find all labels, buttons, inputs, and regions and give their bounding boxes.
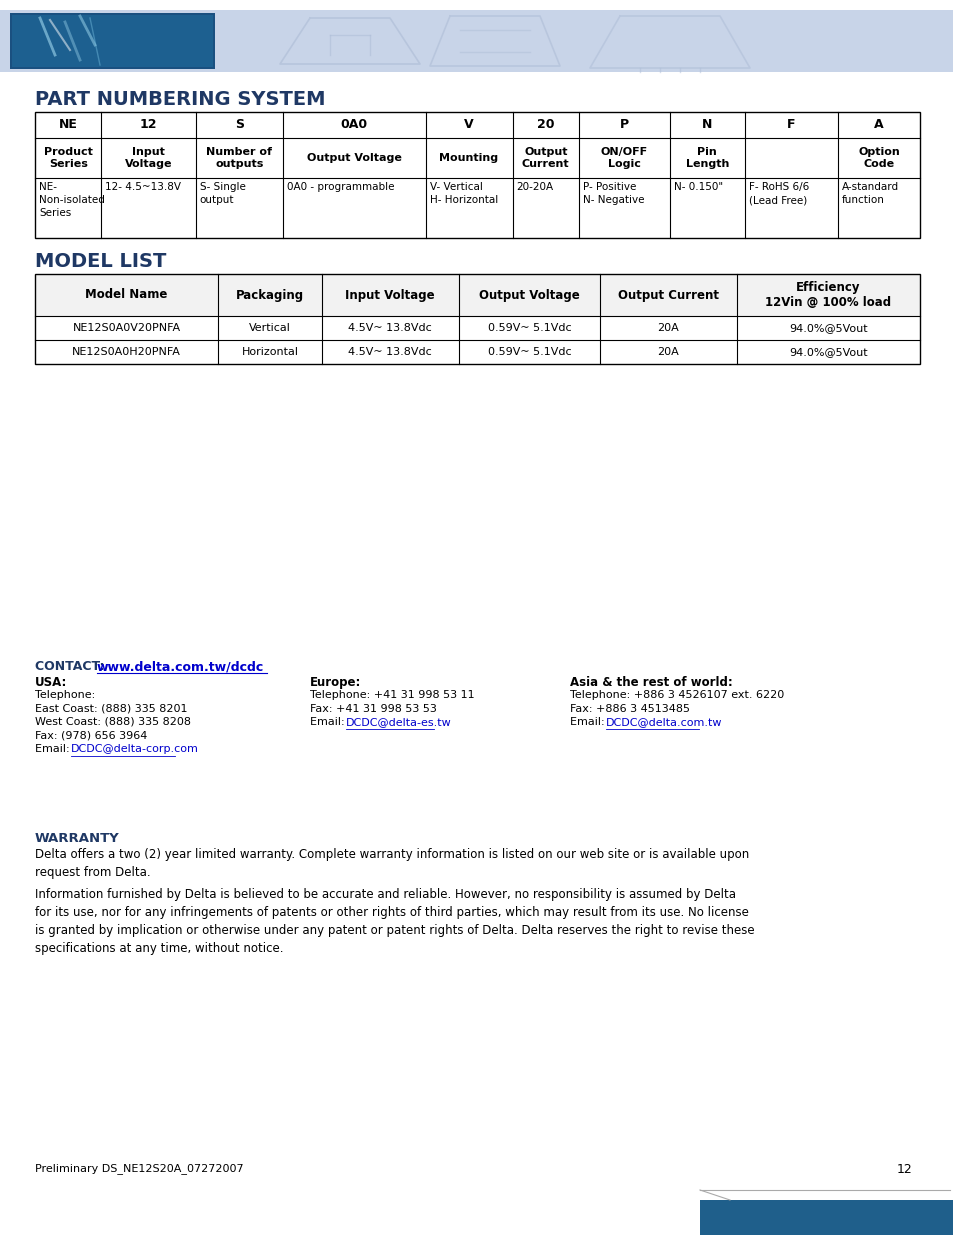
Text: West Coast: (888) 335 8208: West Coast: (888) 335 8208	[35, 718, 191, 727]
Text: Fax: (978) 656 3964: Fax: (978) 656 3964	[35, 730, 147, 741]
Text: Email:: Email:	[35, 743, 73, 755]
Text: Asia & the rest of world:: Asia & the rest of world:	[569, 676, 732, 689]
Text: 12: 12	[896, 1163, 912, 1176]
Text: Input
Voltage: Input Voltage	[125, 147, 172, 169]
Text: CONTACT:: CONTACT:	[35, 659, 109, 673]
Text: Pin
Length: Pin Length	[685, 147, 728, 169]
Text: 20A: 20A	[657, 324, 679, 333]
Text: Fax: +886 3 4513485: Fax: +886 3 4513485	[569, 704, 689, 714]
Bar	[12, 15, 213, 67]
Text: Information furnished by Delta is believed to be accurate and reliable. However,: Information furnished by Delta is believ…	[35, 888, 754, 955]
Text: NE: NE	[59, 119, 77, 131]
Text: 0A0: 0A0	[340, 119, 367, 131]
Text: Efficiency
12Vin @ 100% load: Efficiency 12Vin @ 100% load	[764, 280, 890, 310]
Bar	[35, 112, 919, 238]
Text: Model Name: Model Name	[86, 289, 168, 301]
Text: V: V	[464, 119, 474, 131]
Text: Output Current: Output Current	[618, 289, 719, 301]
Text: Telephone: +886 3 4526107 ext. 6220: Telephone: +886 3 4526107 ext. 6220	[569, 690, 783, 700]
Bar	[10, 14, 214, 69]
Text: 20A: 20A	[657, 347, 679, 357]
Text: DCDC@delta.com.tw: DCDC@delta.com.tw	[605, 718, 721, 727]
Text: S- Single
output: S- Single output	[199, 182, 246, 205]
Text: Product
Series: Product Series	[44, 147, 92, 169]
Text: 20: 20	[537, 119, 554, 131]
Text: P: P	[619, 119, 628, 131]
Text: A-standard
function: A-standard function	[841, 182, 898, 205]
Text: S: S	[234, 119, 244, 131]
Text: Telephone:: Telephone:	[35, 690, 95, 700]
Text: Input Voltage: Input Voltage	[345, 289, 435, 301]
Text: _____________________: _____________________	[97, 661, 228, 674]
Text: 0.59V~ 5.1Vdc: 0.59V~ 5.1Vdc	[487, 324, 571, 333]
Text: N- 0.150": N- 0.150"	[673, 182, 722, 191]
Text: Delta offers a two (2) year limited warranty. Complete warranty information is l: Delta offers a two (2) year limited warr…	[35, 848, 748, 879]
Bar	[0, 10, 953, 72]
Text: Europe:: Europe:	[310, 676, 361, 689]
Text: Packaging: Packaging	[235, 289, 304, 301]
Text: 4.5V~ 13.8Vdc: 4.5V~ 13.8Vdc	[348, 324, 432, 333]
Text: Email:: Email:	[569, 718, 607, 727]
Bar	[35, 274, 919, 364]
Text: USA:: USA:	[35, 676, 68, 689]
Text: Horizontal: Horizontal	[241, 347, 298, 357]
Text: 94.0%@5Vout: 94.0%@5Vout	[788, 324, 866, 333]
Bar	[35, 274, 919, 316]
Text: F- RoHS 6/6
(Lead Free): F- RoHS 6/6 (Lead Free)	[748, 182, 808, 205]
Text: East Coast: (888) 335 8201: East Coast: (888) 335 8201	[35, 704, 188, 714]
Text: ON/OFF
Logic: ON/OFF Logic	[600, 147, 647, 169]
Text: NE-
Non-isolated
Series: NE- Non-isolated Series	[39, 182, 105, 219]
Text: DCDC@delta-corp.com: DCDC@delta-corp.com	[71, 743, 198, 755]
Text: N: N	[701, 119, 712, 131]
Text: NE12S0A0H20PNFA: NE12S0A0H20PNFA	[72, 347, 181, 357]
Text: NE12S0A0V20PNFA: NE12S0A0V20PNFA	[72, 324, 180, 333]
Text: A: A	[873, 119, 882, 131]
Text: WARRANTY: WARRANTY	[35, 832, 120, 845]
Text: 0A0 - programmable: 0A0 - programmable	[287, 182, 394, 191]
Text: MODEL LIST: MODEL LIST	[35, 252, 166, 270]
Text: www.delta.com.tw/dcdc: www.delta.com.tw/dcdc	[97, 659, 264, 673]
Text: V- Vertical
H- Horizontal: V- Vertical H- Horizontal	[429, 182, 497, 205]
Text: Vertical: Vertical	[249, 324, 291, 333]
Text: Fax: +41 31 998 53 53: Fax: +41 31 998 53 53	[310, 704, 436, 714]
Text: DCDC@delta-es.tw: DCDC@delta-es.tw	[346, 718, 452, 727]
Text: Mounting: Mounting	[439, 153, 498, 163]
Text: Email:: Email:	[310, 718, 348, 727]
Text: Output Voltage: Output Voltage	[478, 289, 579, 301]
Text: 20-20A: 20-20A	[516, 182, 553, 191]
Text: 0.59V~ 5.1Vdc: 0.59V~ 5.1Vdc	[487, 347, 571, 357]
Text: Output
Current: Output Current	[521, 147, 569, 169]
Text: 94.0%@5Vout: 94.0%@5Vout	[788, 347, 866, 357]
Text: 4.5V~ 13.8Vdc: 4.5V~ 13.8Vdc	[348, 347, 432, 357]
Text: PART NUMBERING SYSTEM: PART NUMBERING SYSTEM	[35, 90, 325, 109]
Text: Number of
outputs: Number of outputs	[206, 147, 272, 169]
Text: Output Voltage: Output Voltage	[307, 153, 401, 163]
Text: 12- 4.5~13.8V: 12- 4.5~13.8V	[106, 182, 181, 191]
Text: Telephone: +41 31 998 53 11: Telephone: +41 31 998 53 11	[310, 690, 475, 700]
Text: Option
Code: Option Code	[857, 147, 899, 169]
Bar	[700, 1200, 953, 1235]
Text: F: F	[786, 119, 795, 131]
Text: 12: 12	[140, 119, 157, 131]
Text: Preliminary DS_NE12S20A_07272007: Preliminary DS_NE12S20A_07272007	[35, 1163, 243, 1174]
Text: P- Positive
N- Negative: P- Positive N- Negative	[582, 182, 644, 205]
